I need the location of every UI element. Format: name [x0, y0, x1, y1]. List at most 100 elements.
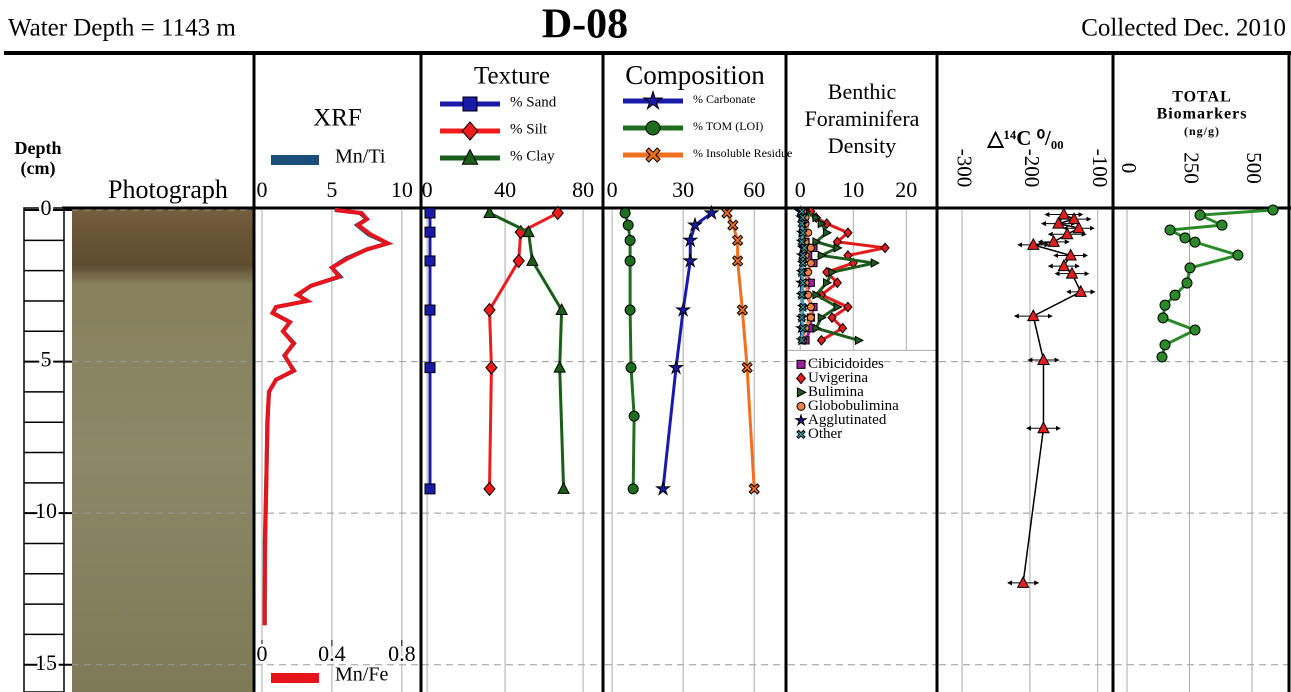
- marker: [812, 323, 822, 334]
- marker: [1194, 209, 1206, 221]
- marker: [625, 362, 637, 374]
- marker: [424, 362, 436, 374]
- water-depth: Water Depth = 1143 m: [8, 15, 236, 42]
- marker: [828, 267, 838, 277]
- marker: [797, 267, 807, 277]
- marker: [424, 304, 436, 316]
- panel-title: △¹⁴C ⁰/₀₀: [986, 126, 1063, 150]
- series-line: [262, 208, 394, 626]
- x-tick-label: -300: [952, 149, 976, 188]
- marker: [838, 322, 848, 334]
- marker: [797, 290, 807, 300]
- marker: [675, 301, 692, 317]
- legend-label: Bulimina: [808, 384, 864, 400]
- marker: [1047, 234, 1060, 247]
- marker: [798, 228, 808, 238]
- marker: [796, 359, 806, 369]
- marker: [424, 483, 436, 495]
- marker: [682, 252, 699, 268]
- legend-label: % Clay: [510, 148, 555, 164]
- panel-borders: [252, 53, 1291, 692]
- x-tick-label: -200: [1020, 149, 1044, 188]
- marker: [806, 243, 815, 252]
- marker: [1026, 309, 1040, 322]
- panel-title: Benthic: [828, 79, 897, 104]
- marker: [1159, 299, 1171, 311]
- marker: [1232, 249, 1244, 261]
- marker: [655, 480, 672, 496]
- marker: [806, 258, 815, 268]
- legend-label: % Carbonate: [693, 92, 755, 106]
- legend-label: % TOM (LOI): [693, 119, 763, 133]
- marker: [1157, 312, 1169, 324]
- marker: [642, 89, 664, 111]
- depth-ruler: [23, 207, 65, 692]
- series-line: [487, 211, 559, 489]
- marker: [812, 237, 822, 247]
- legend-label: Uvigerina: [808, 370, 868, 386]
- series-line: [661, 211, 713, 490]
- legend-label: Mn/Fe: [335, 664, 388, 686]
- x-tick-label: 500: [1242, 152, 1266, 184]
- marker: [748, 483, 760, 495]
- marker: [1026, 237, 1040, 250]
- marker: [798, 258, 808, 268]
- marker: [832, 277, 842, 289]
- marker: [731, 234, 744, 247]
- marker: [798, 323, 808, 333]
- x-tick-label: 0: [607, 177, 618, 202]
- marker: [522, 225, 535, 238]
- marker: [1169, 289, 1181, 301]
- marker: [485, 360, 498, 375]
- marker: [822, 227, 833, 238]
- marker: [1216, 219, 1228, 231]
- marker: [736, 304, 749, 316]
- x-tick-label: 0.8: [388, 641, 416, 666]
- x-tick-label: 10: [842, 177, 864, 202]
- marker: [619, 207, 631, 219]
- marker: [1267, 204, 1279, 216]
- legend-label: Agglutinated: [808, 412, 887, 428]
- marker: [822, 277, 833, 288]
- y-tick-label: 15: [35, 650, 57, 675]
- marker: [483, 205, 496, 219]
- marker: [645, 147, 661, 163]
- marker: [1184, 262, 1196, 274]
- marker: [797, 237, 807, 247]
- marker: [1065, 266, 1079, 279]
- marker: [1164, 224, 1176, 236]
- marker: [1067, 212, 1081, 225]
- marker: [1057, 259, 1071, 272]
- panel-title: (ng/g): [1184, 124, 1220, 138]
- marker: [1057, 207, 1071, 220]
- marker: [796, 429, 806, 440]
- marker: [1016, 575, 1030, 588]
- marker: [833, 302, 843, 312]
- marker: [1156, 351, 1168, 363]
- marker: [794, 413, 808, 427]
- marker: [827, 312, 837, 324]
- x-tick-label: 80: [572, 177, 594, 202]
- legend-label: Other: [808, 426, 842, 442]
- marker: [624, 304, 636, 316]
- marker: [553, 360, 567, 373]
- core-title: D-08: [542, 2, 628, 48]
- panel-title: TOTAL: [1172, 89, 1232, 106]
- x-tick-label: 10: [391, 177, 413, 202]
- collection-date: Collected Dec. 2010: [1081, 15, 1286, 42]
- marker: [797, 219, 807, 228]
- marker: [424, 226, 436, 238]
- series-line: [623, 212, 636, 489]
- marker: [870, 258, 880, 268]
- marker: [721, 207, 733, 219]
- panel-title: Texture: [474, 63, 550, 90]
- x-tick-label: 60: [743, 177, 765, 202]
- x-tick-label: 40: [494, 177, 516, 202]
- marker: [854, 335, 864, 346]
- marker: [797, 313, 807, 322]
- marker: [843, 301, 853, 313]
- x-tick-label: 0: [422, 177, 433, 202]
- x-tick-label: 0: [256, 641, 267, 666]
- marker: [1159, 339, 1171, 351]
